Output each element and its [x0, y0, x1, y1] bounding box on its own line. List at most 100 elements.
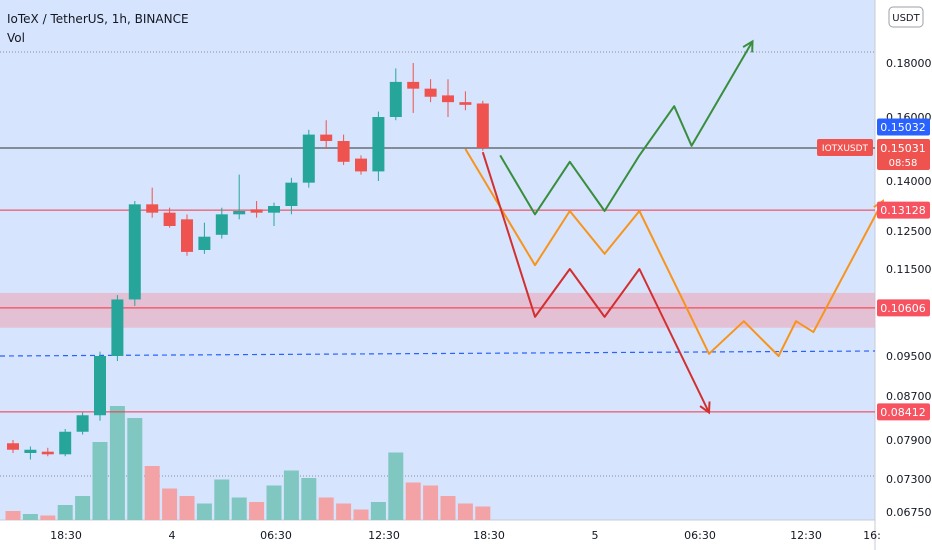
candle-body [424, 88, 437, 97]
volume-bar [92, 442, 108, 520]
price-axis-ticks: 0.180000.160000.140000.125000.115000.095… [886, 57, 932, 519]
plot-background [0, 0, 875, 520]
candle-body [59, 431, 72, 455]
red-projection-path [481, 151, 710, 413]
candle-body [320, 134, 333, 141]
volume-bar [405, 482, 421, 520]
candle-body [181, 219, 193, 252]
candle-body [233, 211, 246, 215]
price-tick-label: 0.11500 [886, 263, 932, 276]
volume-bar [301, 478, 317, 520]
currency-button-label: USDT [892, 13, 920, 24]
candle-body [476, 103, 489, 149]
candle-body [146, 204, 159, 213]
volume-bar [249, 502, 265, 520]
price-axis-badge-text: 0.13128 [880, 204, 926, 217]
current-price-value: 0.15031 [880, 142, 926, 155]
price-axis-badge [877, 118, 930, 136]
volume-bar [370, 502, 386, 520]
candle-body [215, 214, 228, 235]
candle-body [442, 95, 454, 103]
price-tick-label: 0.06750 [886, 506, 932, 519]
price-axis-background [875, 0, 932, 550]
volume-bar [318, 497, 334, 520]
time-tick-label: 12:30 [368, 529, 400, 542]
candle-countdown: 08:58 [889, 158, 918, 169]
orange-projection-path [464, 148, 884, 357]
candle-body [111, 299, 124, 356]
green-projection-path [499, 40, 754, 216]
volume-bar [353, 509, 369, 520]
volume-bar [40, 515, 56, 520]
candle-body [337, 141, 350, 162]
price-tick-label: 0.12500 [886, 225, 932, 238]
price-axis-badge [877, 403, 930, 421]
volume-bar [475, 506, 491, 520]
price-axis-badge-text: 0.15032 [880, 121, 926, 134]
volume-bar [57, 505, 73, 520]
candle-body [41, 451, 54, 455]
time-tick-label: 4 [169, 529, 176, 542]
candle-body [459, 102, 472, 105]
price-axis-badge-text: 0.08412 [880, 406, 926, 419]
volume-bar [336, 503, 352, 520]
time-tick-label: 06:30 [684, 529, 716, 542]
price-axis-badge-text: 0.10606 [880, 302, 926, 315]
price-axis-labels: 0.15032 0.15031 08:58 IOTXUSDT 0.13128 0.1060… [817, 118, 930, 421]
time-tick-label: 18:30 [473, 529, 505, 542]
symbol-badge-text: IOTXUSDT [822, 144, 869, 154]
symbol-badge [817, 139, 873, 157]
candle-body [128, 204, 141, 300]
price-axis-badge [877, 299, 930, 317]
volume-bar [127, 418, 143, 520]
candle-body [250, 209, 263, 213]
volume-bar [196, 503, 212, 520]
candle-body [198, 236, 211, 250]
candlesticks [7, 63, 489, 460]
price-tick-label: 0.08700 [886, 390, 932, 403]
volume-bar [423, 485, 439, 520]
time-tick-label: 12:30 [790, 529, 822, 542]
candle-body [389, 81, 402, 117]
candle-body [7, 443, 19, 450]
symbol-title: IoTeX / TetherUS, 1h, BINANCE [7, 12, 189, 26]
price-axis-badge [877, 201, 930, 219]
volume-bar [5, 511, 21, 520]
volume-bar [266, 485, 282, 520]
dashed-trend-line [0, 350, 876, 357]
volume-bar [144, 466, 160, 520]
candle-body [24, 449, 37, 453]
horizontal-levels [0, 209, 875, 413]
volume-bar [231, 497, 247, 520]
volume-bar [109, 406, 125, 520]
green-arrow-head [742, 39, 754, 53]
price-tick-label: 0.07300 [886, 473, 932, 486]
volume-bars [5, 406, 491, 520]
volume-bar [283, 470, 299, 520]
price-tick-label: 0.14000 [886, 175, 932, 188]
time-tick-label: 5 [592, 529, 599, 542]
candle-body [407, 81, 420, 89]
price-tick-label: 0.09500 [886, 350, 932, 363]
volume-indicator-label: Vol [7, 31, 25, 45]
current-price-badge [877, 139, 930, 171]
time-tick-label: 06:30 [260, 529, 292, 542]
currency-button[interactable]: USDT [888, 6, 924, 28]
time-axis-ticks: 18:30 4 06:30 12:30 18:30 5 06:30 12:30 16: [50, 529, 881, 542]
candle-body [268, 206, 280, 213]
volume-bar [388, 452, 404, 520]
red-arrow-head [699, 401, 711, 415]
volume-bar [162, 488, 178, 520]
candle-body [302, 134, 315, 183]
price-tick-label: 0.07900 [886, 434, 932, 447]
time-axis-background [0, 520, 875, 550]
candle-body [372, 117, 385, 172]
time-tick-label: 18:30 [50, 529, 82, 542]
supply-zone [0, 292, 875, 328]
price-tick-label: 0.18000 [886, 57, 932, 70]
candle-body [76, 415, 89, 432]
candle-body [94, 356, 106, 416]
candle-body [285, 182, 298, 206]
candle-body [163, 212, 176, 226]
